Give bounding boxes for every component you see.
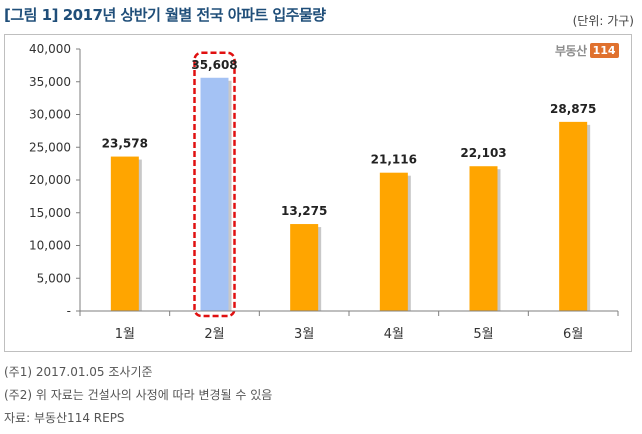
x-tick-label: 2월 <box>204 327 224 342</box>
highlight-box <box>193 51 236 318</box>
y-tick-label: 10,000 <box>29 239 71 253</box>
bar-5 <box>469 166 498 311</box>
brand-text: 부동산 <box>555 44 587 58</box>
y-tick-label: 25,000 <box>29 140 71 154</box>
bar-3 <box>290 224 319 311</box>
bar-1 <box>110 156 139 311</box>
data-label: 35,608 <box>191 58 237 72</box>
brand-number: 114 <box>589 43 619 58</box>
y-tick-label: 20,000 <box>29 173 71 187</box>
data-label: 21,116 <box>371 153 417 167</box>
bar-6 <box>559 121 588 312</box>
data-label: 23,578 <box>102 137 148 151</box>
bars: 23,578 35,608 13,275 21,116 22,103 28,875 <box>102 51 596 318</box>
bar-2 <box>200 77 229 311</box>
source-note: 자료: 부동산114 REPS <box>4 411 125 425</box>
brand-logo: 부동산 114 <box>555 42 619 59</box>
y-tick-label: 5,000 <box>37 271 71 285</box>
chart-frame <box>4 34 632 352</box>
unit-label: (단위: 가구) <box>572 14 634 28</box>
x-tick-label: 4월 <box>384 327 404 342</box>
x-tick-label: 3월 <box>294 327 314 342</box>
x-tick-label: 5월 <box>473 327 493 342</box>
chart-title: [그림 1] 2017년 상반기 월별 전국 아파트 입주물량 <box>4 6 326 24</box>
y-tick-label: 15,000 <box>29 206 71 220</box>
x-tick-label: 1월 <box>115 327 135 342</box>
footnote-1: (주1) 2017.01.05 조사기준 <box>4 365 153 379</box>
bar-chart: - 5,000 10,000 15,000 20,000 25,000 30,000 35,0… <box>29 42 619 342</box>
footnotes: (주1) 2017.01.05 조사기준 (주2) 위 자료는 건설사의 사정에… <box>4 361 272 430</box>
data-label: 22,103 <box>460 146 506 160</box>
x-axis: 1월 2월 3월 4월 5월 6월 <box>79 310 619 342</box>
footnote-2: (주2) 위 자료는 건설사의 사정에 따라 변경될 수 있음 <box>4 388 273 402</box>
y-tick-label: 35,000 <box>29 75 71 89</box>
data-label: 28,875 <box>550 102 596 116</box>
x-tick-label: 6월 <box>563 327 583 342</box>
data-label: 13,275 <box>281 204 327 218</box>
bar-4 <box>379 172 408 311</box>
y-tick-label: 30,000 <box>29 108 71 122</box>
y-tick-label: - <box>67 304 71 318</box>
y-tick-label: 40,000 <box>29 42 71 56</box>
y-axis: - 5,000 10,000 15,000 20,000 25,000 30,000 35,0… <box>29 42 81 318</box>
